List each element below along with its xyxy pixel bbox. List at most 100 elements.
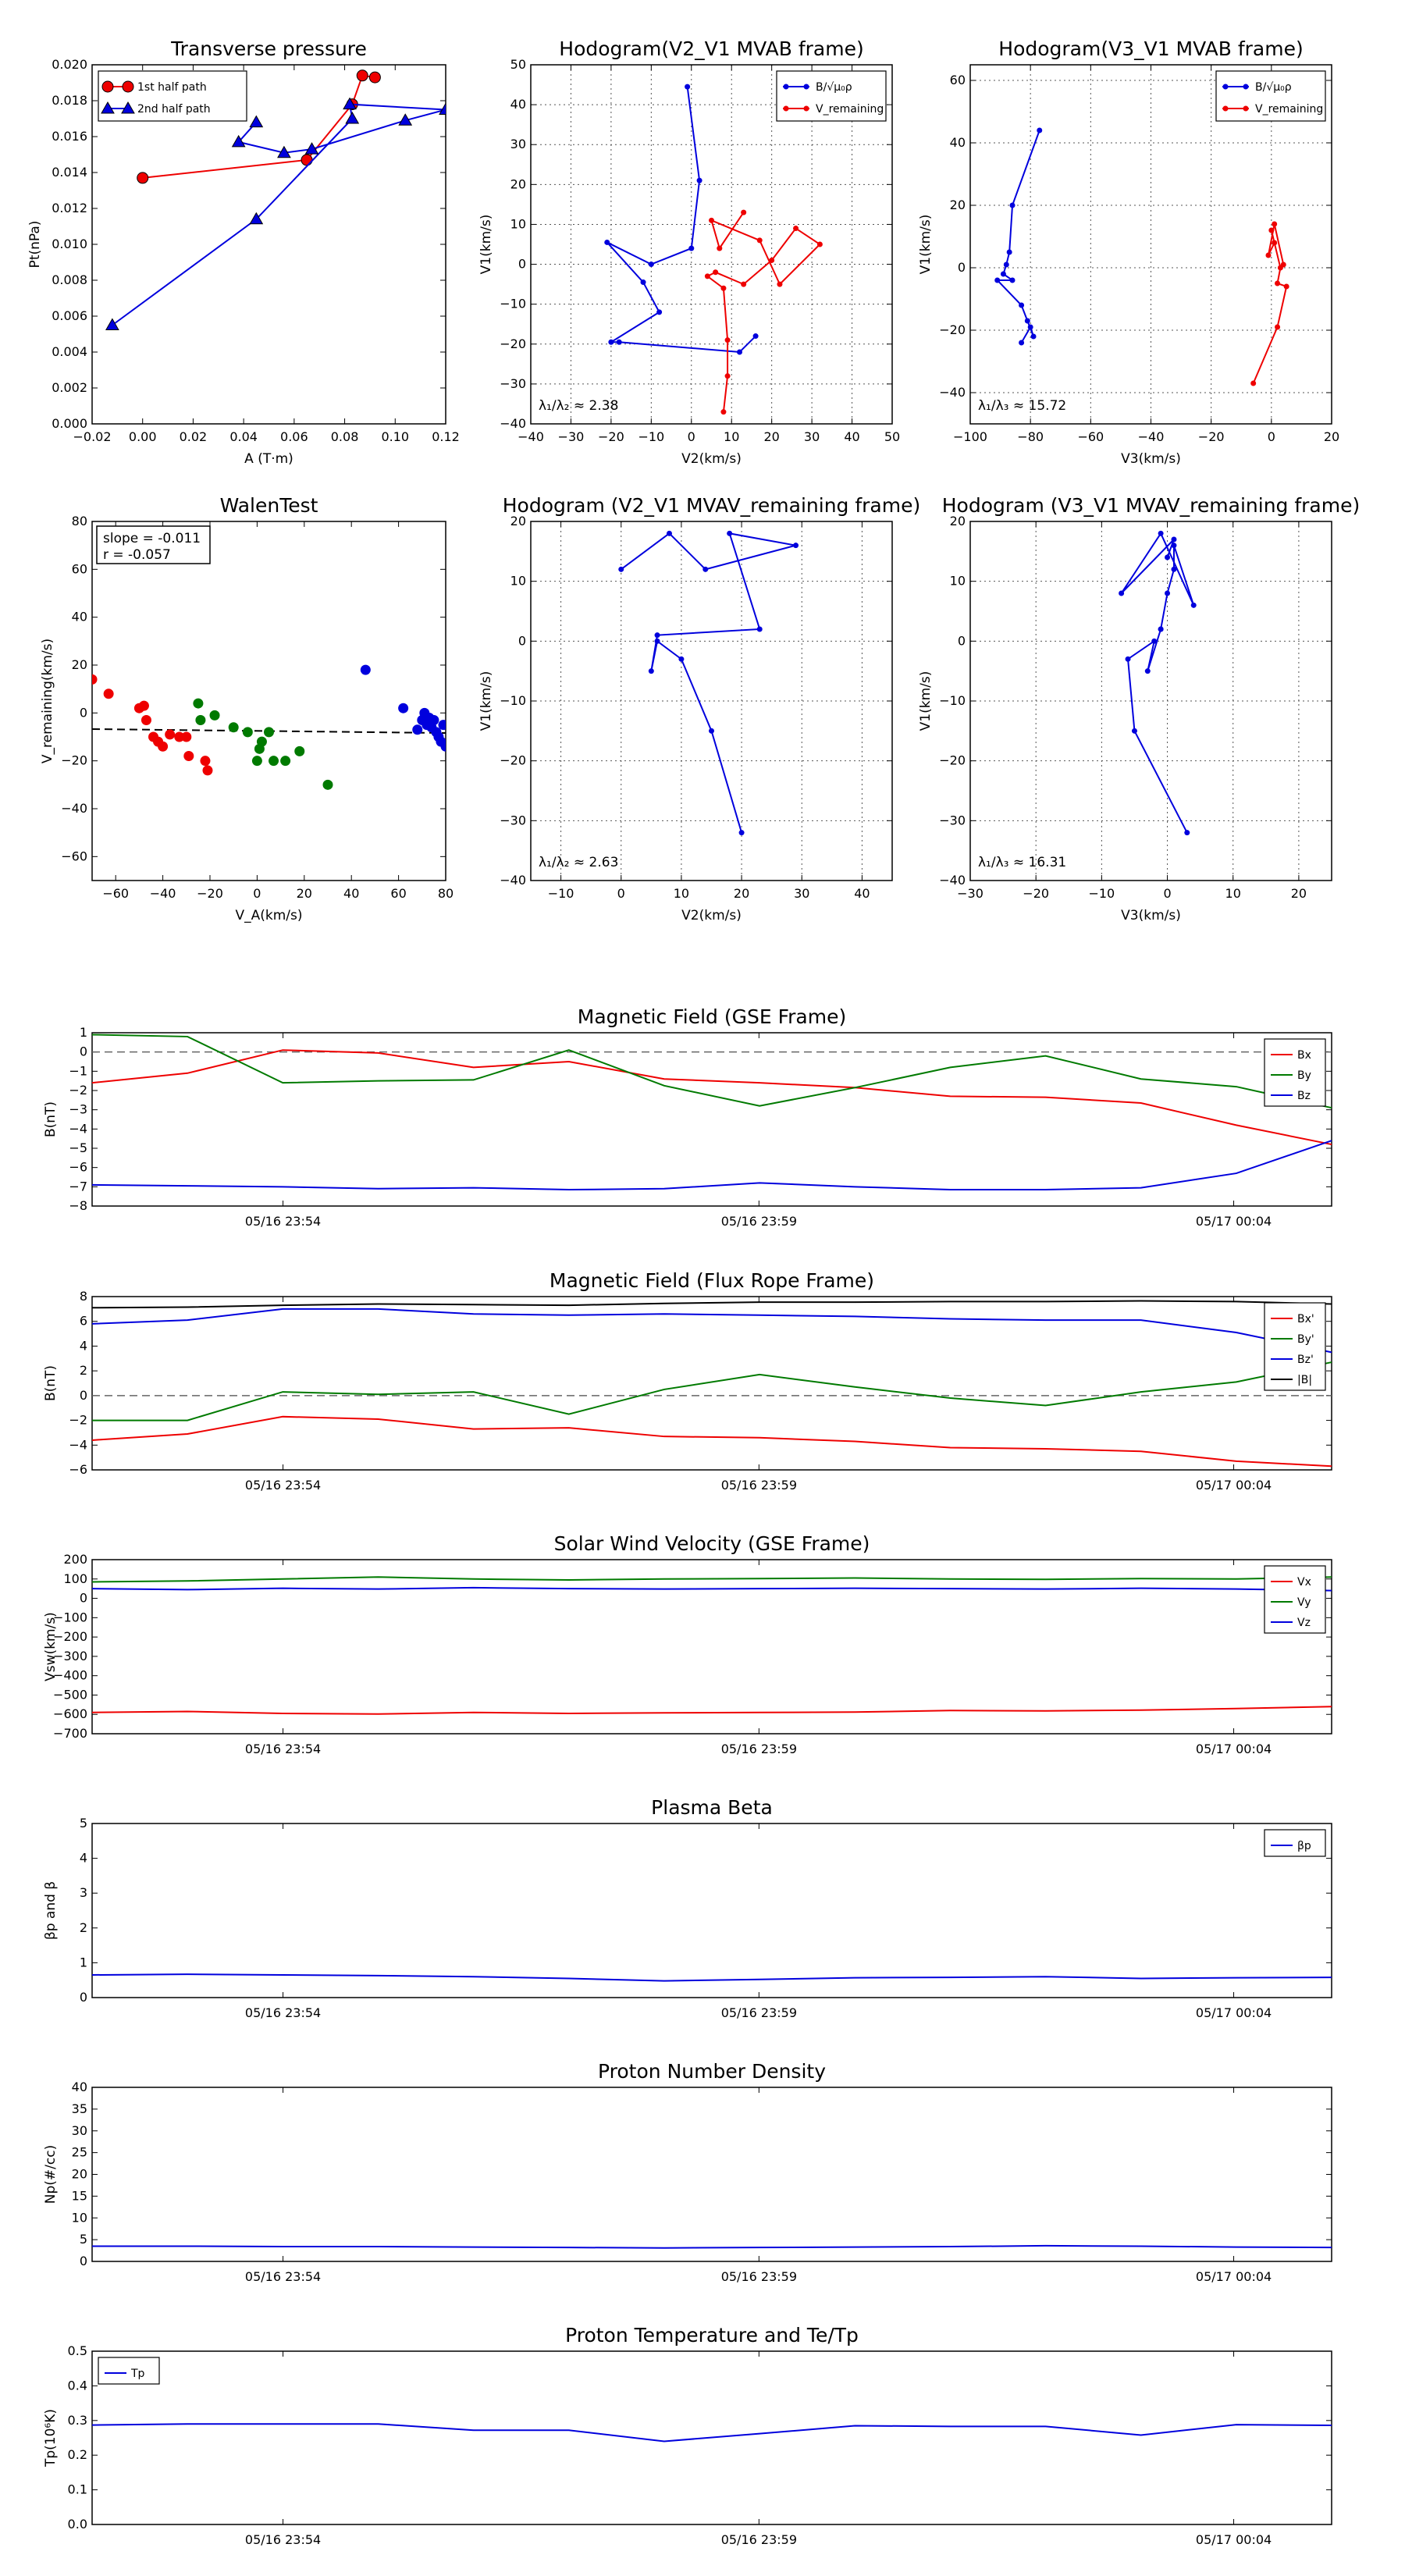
data-point	[1171, 536, 1177, 543]
x-tick-label: −10	[548, 886, 574, 901]
y-tick-label: −40	[939, 385, 966, 400]
x-tick-label: 0	[617, 886, 625, 901]
y-tick-label: −700	[53, 1726, 87, 1741]
x-tick-label: 0.12	[432, 429, 460, 444]
series-line	[706, 212, 821, 412]
data-point	[720, 409, 727, 415]
chart-h4: Hodogram (V3_V1 MVAV_remaining frame) −30…	[918, 494, 1360, 923]
data-point	[678, 656, 685, 662]
data-point	[1275, 280, 1281, 286]
axes-frame	[91, 1032, 1332, 1207]
chart-tp: Proton Temperature and Te/Tp 05/16 23:54 0…	[43, 2324, 1332, 2547]
data-point	[656, 309, 663, 315]
y-axis-label: Tp(10⁶K)	[43, 2409, 59, 2467]
x-tick-label: −80	[1017, 429, 1044, 444]
y-tick-label: 25	[72, 2145, 87, 2160]
data-point	[231, 134, 246, 148]
chart-title: WalenTest	[220, 494, 318, 517]
x-tick-label: 05/17 00:04	[1196, 1214, 1272, 1229]
y-tick-label: −60	[61, 849, 87, 863]
data-point	[438, 720, 446, 731]
data-point	[304, 142, 319, 155]
data-point	[1027, 324, 1033, 330]
data-point	[769, 257, 775, 263]
y-tick-label: −40	[500, 416, 526, 431]
y-axis-label: Vsw(km/s)	[43, 1612, 59, 1681]
x-tick-label: 40	[343, 886, 359, 901]
y-tick-label: 2	[80, 1920, 87, 1935]
data-point	[195, 715, 206, 726]
data-point	[439, 102, 446, 115]
x-axis-label: A (T·m)	[244, 451, 293, 467]
plot-area	[618, 530, 799, 836]
data-point	[294, 745, 305, 756]
legend-label: Bx'	[1297, 1313, 1314, 1325]
y-axis-label: V1(km/s)	[478, 215, 494, 275]
x-tick-label: 30	[794, 886, 809, 901]
x-tick-label: 05/16 23:54	[245, 2269, 321, 2284]
y-tick-label: 0	[80, 1388, 87, 1403]
y-tick-label: 0	[958, 260, 966, 275]
y-tick-label: 40	[950, 135, 966, 150]
x-tick-label: 05/16 23:59	[721, 2532, 797, 2547]
x-tick-label: 0.04	[229, 429, 258, 444]
axes-frame	[91, 2350, 1332, 2525]
data-point	[256, 736, 267, 747]
x-tick-label: 05/16 23:59	[721, 1478, 797, 1493]
y-tick-label: 0.5	[68, 2343, 87, 2358]
y-tick-label: 10	[510, 216, 526, 231]
y-tick-label: 0.004	[52, 344, 87, 359]
y-tick-label: −500	[53, 1687, 87, 1702]
x-tick-label: −0.02	[73, 429, 111, 444]
y-tick-label: 40	[72, 610, 87, 624]
y-tick-label: −4	[69, 1121, 87, 1136]
y-axis-label: B(nT)	[43, 1101, 59, 1137]
legend-label: |B|	[1297, 1374, 1312, 1386]
y-tick-label: 0.010	[52, 237, 87, 251]
data-point	[105, 318, 119, 330]
data-point	[1019, 302, 1025, 308]
chart-h1: Hodogram(V2_V1 MVAB frame) −40 −30 −20 −10 0 1…	[478, 37, 900, 467]
data-point	[1243, 105, 1249, 112]
data-point	[269, 756, 279, 767]
y-tick-label: 20	[510, 514, 526, 528]
y-tick-label: −40	[939, 873, 966, 888]
data-point	[202, 765, 213, 776]
x-tick-label: 20	[297, 886, 312, 901]
data-point	[737, 349, 743, 355]
chart-title: Proton Temperature and Te/Tp	[565, 2324, 859, 2347]
x-axis-label: V2(km/s)	[681, 451, 742, 467]
data-point	[1268, 227, 1275, 233]
annotation-text: r = -0.057	[103, 547, 171, 563]
data-point	[1131, 728, 1137, 734]
y-tick-label: −20	[500, 336, 526, 351]
data-point	[360, 664, 371, 675]
data-point	[101, 101, 115, 114]
data-point	[228, 722, 239, 733]
y-tick-label: 20	[72, 2167, 87, 2182]
data-point	[654, 638, 660, 644]
y-tick-label: 0.2	[68, 2447, 87, 2462]
y-tick-label: −7	[69, 1179, 87, 1194]
y-tick-label: 0.018	[52, 93, 87, 108]
x-tick-label: 40	[844, 429, 859, 444]
data-point	[1125, 656, 1131, 662]
y-tick-label: 35	[72, 2101, 87, 2116]
data-point	[264, 727, 274, 738]
y-tick-label: 0.002	[52, 380, 87, 395]
data-point	[777, 281, 783, 287]
chart-title: Proton Number Density	[598, 2060, 826, 2083]
plot-area	[994, 127, 1289, 386]
annotation-text: λ₁/λ₂ ≈ 2.63	[539, 855, 618, 870]
data-point	[696, 177, 702, 183]
legend-label: 1st half path	[137, 81, 207, 94]
plot-area	[92, 664, 446, 790]
data-point	[618, 566, 624, 572]
data-point	[121, 101, 135, 114]
y-tick-label: 0.014	[52, 165, 87, 180]
x-tick-label: −20	[197, 886, 223, 901]
data-point	[200, 756, 211, 767]
y-tick-label: 2	[80, 1363, 87, 1378]
y-tick-label: −10	[939, 693, 966, 708]
y-tick-label: 0	[518, 633, 526, 648]
